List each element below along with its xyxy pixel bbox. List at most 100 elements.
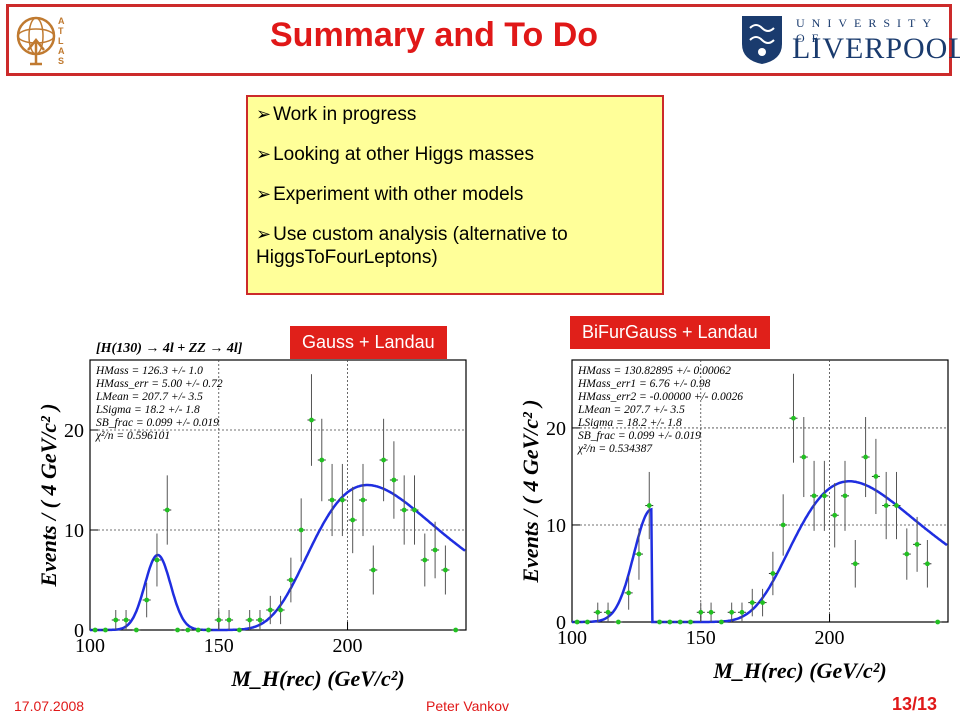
footer-author: Peter Vankov [426, 698, 510, 714]
data-point [657, 619, 662, 625]
fit-curve [572, 480, 948, 624]
y-tick-label: 0 [556, 612, 566, 634]
data-point [935, 619, 941, 625]
data-point [422, 557, 428, 563]
data-point [257, 617, 263, 623]
data-point [175, 627, 180, 633]
arrow-bullet-icon: ➢ [256, 144, 272, 164]
arrow-bullet-icon: ➢ [256, 224, 272, 244]
fit-stat: HMass = 126.3 +/- 1.0 [95, 365, 203, 377]
data-point [401, 507, 407, 513]
data-point [133, 627, 139, 633]
data-point [319, 457, 325, 463]
data-point [216, 617, 222, 623]
todo-item: ➢ Looking at other Higgs masses [256, 143, 654, 166]
data-point [842, 493, 848, 499]
arrow-bullet-icon: ➢ [256, 104, 272, 124]
fit-stat: LSigma = 18.2 +/- 1.8 [95, 404, 200, 416]
data-point [288, 577, 294, 583]
data-point [432, 547, 438, 553]
data-point [350, 517, 356, 523]
liverpool-logo-top: UNIVERSITY OF [796, 16, 938, 45]
data-point [636, 551, 642, 557]
data-point [863, 454, 868, 460]
x-tick-label: 150 [686, 627, 716, 649]
data-point [412, 507, 417, 513]
data-point [144, 597, 150, 603]
data-point [646, 503, 652, 508]
atlas-logo-letter-a1: A [58, 16, 65, 26]
y-tick-label: 10 [546, 515, 566, 537]
data-point [894, 503, 899, 508]
todo-item: ➢ Experiment with other models [256, 183, 654, 206]
data-point [278, 607, 283, 613]
data-point [226, 617, 232, 623]
data-point [391, 477, 397, 483]
data-point [298, 527, 304, 533]
data-point [914, 541, 920, 547]
y-tick-label: 20 [64, 420, 84, 442]
fit-stat: HMass_err2 = -0.00000 +/- 0.0026 [577, 391, 743, 403]
data-point [595, 609, 601, 615]
data-point [574, 619, 580, 625]
data-point [739, 609, 745, 615]
fit-stat: χ²/n = 0.596101 [95, 430, 170, 442]
todo-box: ➢ Work in progress ➢ Looking at other Higg… [246, 95, 664, 295]
data-point [442, 567, 448, 573]
data-point [677, 619, 683, 625]
atlas-logo-letter-t: T [58, 26, 64, 36]
y-tick-label: 10 [64, 520, 84, 542]
fit-stat: LMean = 207.7 +/- 3.5 [95, 391, 203, 403]
plot-bifurgauss-landau: 100 150 200 0 10 20 M_H(rec) (GeV/c²) Events / … [518, 359, 949, 683]
data-point [247, 617, 253, 623]
plot-frame [89, 359, 467, 631]
data-point [370, 567, 376, 573]
plot-title: [H(130) → 4l + ZZ → 4l] [96, 341, 243, 356]
arrow-bullet-icon: ➢ [256, 184, 272, 204]
bifurgauss-landau-label: BiFurGauss + Landau [570, 316, 770, 349]
data-point [195, 627, 201, 633]
data-point [873, 474, 879, 479]
data-point [626, 590, 632, 596]
data-point [832, 512, 838, 518]
data-point [605, 609, 611, 615]
data-point [708, 609, 714, 615]
title-frame [6, 4, 952, 76]
data-point [206, 627, 211, 633]
data-point [791, 415, 796, 421]
y-tick-label: 20 [546, 418, 566, 440]
todo-item: ➢ Work in progress [256, 103, 654, 126]
plot-gauss-landau: 100 150 200 0 10 20 M_H(rec) (GeV/c²) Events / … [36, 341, 467, 691]
plot-frame [571, 359, 949, 623]
data-point [718, 619, 724, 625]
data-point [667, 619, 673, 625]
data-point [309, 417, 314, 423]
data-point [236, 627, 242, 633]
liverpool-crest-icon [742, 16, 782, 64]
fit-stat: HMass_err = 5.00 +/- 0.72 [95, 378, 223, 390]
data-point [123, 617, 129, 623]
data-point [360, 497, 366, 503]
data-point [904, 551, 910, 557]
liverpool-logo-main: LIVERPOOL [792, 32, 960, 65]
data-point [267, 607, 273, 613]
data-point [780, 522, 786, 528]
data-point [92, 627, 98, 633]
footer-date: 17.07.2008 [14, 698, 85, 714]
y-tick-label: 0 [74, 620, 84, 642]
todo-item-text: Looking at other Higgs masses [273, 144, 534, 165]
fit-stat: SB_frac = 0.099 +/- 0.019 [96, 417, 219, 429]
x-axis-label: M_H(rec) (GeV/c²) [712, 658, 886, 683]
data-point [729, 609, 735, 615]
y-axis-label: Events / ( 4 GeV/c² ) [36, 403, 61, 587]
todo-item-text: Use custom analysis (alternative to Higg… [256, 224, 568, 268]
data-point [113, 617, 119, 623]
data-point [770, 571, 776, 576]
x-tick-label: 100 [75, 635, 105, 657]
atlas-logo-letter-a2: A [58, 46, 65, 56]
data-point [688, 619, 693, 625]
todo-item: ➢ Use custom analysis (alternative to Hig… [256, 223, 654, 269]
data-point [615, 619, 621, 625]
todo-item-text: Experiment with other models [273, 184, 524, 205]
fit-curve [90, 483, 466, 632]
